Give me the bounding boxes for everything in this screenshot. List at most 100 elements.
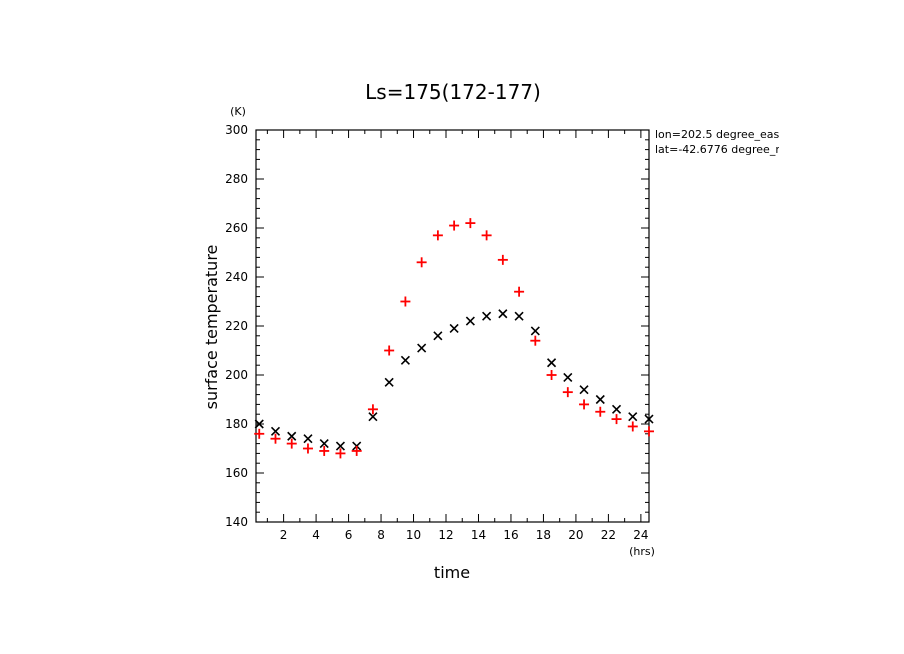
cross-marker (384, 377, 394, 387)
y-unit-label: (K) (230, 105, 246, 118)
marker-stroke (417, 343, 427, 353)
marker-stroke (433, 331, 443, 341)
marker-stroke (563, 372, 573, 383)
y-tick-label: 260 (225, 221, 248, 235)
marker-stroke (400, 355, 410, 365)
marker-stroke (449, 323, 459, 334)
y-tick-label: 280 (225, 172, 248, 186)
x-tick-label: 10 (406, 528, 421, 542)
cross-marker (254, 419, 264, 429)
marker-stroke (482, 311, 492, 321)
plus-marker (319, 445, 330, 456)
x-tick-label: 22 (601, 528, 616, 542)
marker-stroke (270, 426, 281, 436)
x-tick-label: 20 (568, 528, 583, 542)
y-tick-label: 240 (225, 270, 248, 284)
plus-marker (449, 220, 460, 231)
cross-marker (287, 431, 297, 441)
y-tick-label: 140 (225, 515, 248, 529)
cross-marker (465, 316, 475, 326)
cross-marker (482, 311, 492, 321)
marker-stroke (287, 431, 297, 441)
x-tick-label: 8 (377, 528, 385, 542)
cross-marker (400, 355, 410, 365)
marker-stroke (465, 316, 475, 326)
y-tick-label: 200 (225, 368, 248, 382)
plus-marker (579, 399, 590, 410)
x-tick-label: 2 (280, 528, 288, 542)
plus-marker (384, 345, 395, 356)
x-axis-label: time (434, 563, 470, 582)
cross-marker (270, 426, 281, 436)
longitude-annotation: lon=202.5 degree_east (655, 128, 779, 141)
plus-marker (530, 335, 541, 346)
marker-stroke (546, 358, 557, 368)
y-tick-label: 220 (225, 319, 248, 333)
marker-stroke (628, 412, 638, 422)
plus-marker (432, 230, 443, 241)
plus-marker (481, 230, 492, 241)
marker-stroke (384, 377, 394, 387)
cross-marker (514, 311, 524, 321)
cross-marker (644, 414, 654, 424)
cross-marker (449, 323, 459, 334)
plus-marker (302, 443, 313, 454)
marker-stroke (579, 385, 589, 395)
cross-marker (433, 331, 443, 341)
marker-stroke (595, 394, 605, 405)
x-tick-label: 14 (471, 528, 486, 542)
x-tick-label: 18 (536, 528, 551, 542)
plus-marker (546, 370, 557, 380)
cross-marker (579, 385, 589, 395)
cross-marker (368, 412, 378, 422)
cross-marker (417, 343, 427, 353)
plus-marker (416, 257, 427, 268)
x-tick-label: 12 (438, 528, 453, 542)
cross-marker (319, 439, 329, 449)
plus-marker (400, 296, 411, 307)
x-unit-label: (hrs) (629, 545, 655, 558)
x-tick-label: 6 (345, 528, 353, 542)
marker-stroke (335, 441, 346, 451)
plus-marker (497, 254, 508, 265)
plus-marker (562, 387, 573, 398)
plus-marker (335, 448, 346, 459)
marker-stroke (514, 311, 524, 321)
marker-stroke (530, 326, 540, 336)
plus-marker (514, 286, 525, 297)
marker-stroke (368, 412, 378, 422)
cross-marker (530, 326, 540, 336)
y-axis-label: surface temperature (202, 245, 221, 410)
cross-marker (563, 372, 573, 383)
plus-marker (627, 421, 638, 432)
x-tick-label: 16 (503, 528, 518, 542)
cross-marker (611, 404, 622, 414)
y-tick-label: 180 (225, 417, 248, 431)
cross-marker (498, 309, 508, 319)
chart-title: Ls=175(172-177) (365, 80, 541, 104)
x-tick-label: 4 (312, 528, 320, 542)
y-tick-label: 300 (225, 123, 248, 137)
plus-marker (465, 218, 476, 229)
plus-marker (270, 433, 281, 444)
plus-marker (254, 428, 265, 439)
plus-marker (286, 438, 297, 449)
marker-stroke (319, 439, 329, 449)
cross-marker (303, 434, 313, 444)
plus-marker (351, 445, 362, 456)
marker-stroke (644, 414, 654, 424)
cross-marker (628, 412, 638, 422)
plus-marker (367, 404, 378, 415)
marker-stroke (611, 404, 622, 414)
marker-stroke (498, 309, 508, 319)
x-tick-label: 24 (633, 528, 648, 542)
marker-stroke (254, 419, 264, 429)
plus-marker (644, 426, 654, 437)
plus-marker (595, 406, 606, 417)
marker-stroke (303, 434, 313, 444)
cross-marker (546, 358, 557, 368)
plus-marker (611, 414, 622, 425)
latitude-annotation: lat=-42.6776 degree_north (655, 143, 779, 156)
